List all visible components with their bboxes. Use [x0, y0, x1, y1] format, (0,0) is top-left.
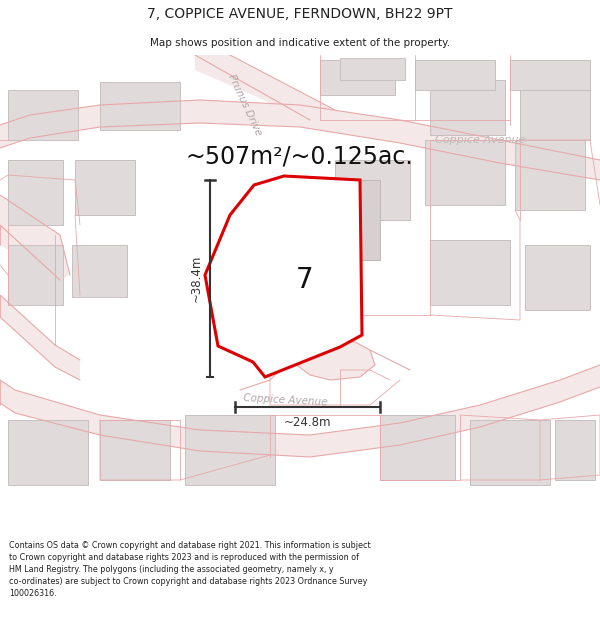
Bar	[380, 415, 455, 480]
Text: ~24.8m: ~24.8m	[284, 416, 331, 429]
Polygon shape	[205, 176, 362, 377]
Bar	[100, 82, 180, 130]
Bar	[515, 140, 585, 210]
Text: Coppice Avenue: Coppice Avenue	[435, 135, 525, 145]
Text: 7: 7	[296, 266, 314, 294]
Polygon shape	[0, 100, 600, 180]
Bar	[415, 60, 495, 90]
Bar	[285, 180, 380, 260]
Bar	[335, 160, 410, 220]
Bar	[8, 90, 78, 140]
Polygon shape	[0, 365, 600, 457]
Bar	[470, 420, 550, 485]
Bar	[8, 160, 63, 225]
Bar	[430, 80, 505, 135]
Bar	[340, 58, 405, 80]
Polygon shape	[195, 55, 335, 120]
Polygon shape	[0, 195, 70, 280]
Bar	[72, 245, 127, 297]
Text: Coppice Avenue: Coppice Avenue	[242, 392, 328, 408]
Text: Contains OS data © Crown copyright and database right 2021. This information is : Contains OS data © Crown copyright and d…	[9, 541, 371, 598]
Polygon shape	[290, 339, 375, 380]
Bar	[525, 245, 590, 310]
Bar	[425, 140, 505, 205]
Text: ~38.4m: ~38.4m	[190, 255, 203, 302]
Text: ~507m²/~0.125ac.: ~507m²/~0.125ac.	[185, 145, 413, 169]
Bar	[430, 240, 510, 305]
Bar	[185, 415, 275, 485]
Bar	[8, 420, 88, 485]
Polygon shape	[0, 295, 80, 380]
Bar	[320, 60, 395, 95]
Text: Prunus Drive: Prunus Drive	[226, 72, 263, 138]
Bar	[510, 60, 590, 90]
Bar	[100, 420, 170, 480]
Text: Map shows position and indicative extent of the property.: Map shows position and indicative extent…	[150, 38, 450, 48]
Bar	[555, 420, 595, 480]
Text: 7, COPPICE AVENUE, FERNDOWN, BH22 9PT: 7, COPPICE AVENUE, FERNDOWN, BH22 9PT	[147, 7, 453, 21]
Bar	[8, 245, 63, 305]
Text: Coppice Avenue: Coppice Avenue	[250, 196, 306, 264]
Bar	[75, 160, 135, 215]
Bar	[520, 80, 590, 140]
